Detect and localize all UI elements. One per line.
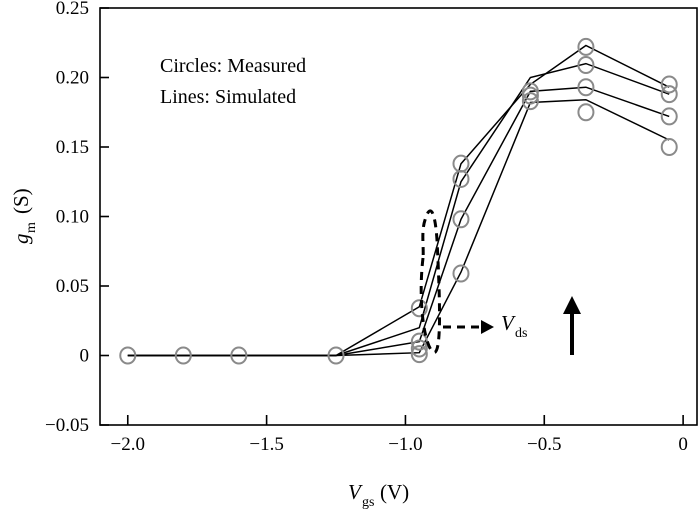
measured-point: [410, 332, 428, 351]
measured-point: [119, 346, 137, 365]
measured-point: [452, 264, 470, 283]
measured-point: [452, 169, 470, 188]
vds-dashed-arrow-head: [481, 320, 494, 334]
plot-marks: [119, 37, 678, 365]
vds-up-arrow-head: [563, 296, 581, 314]
y-tick-label: 0.15: [56, 137, 89, 158]
legend: Circles: Measured Lines: Simulated: [160, 55, 306, 108]
x-axis-title-sub: gs: [362, 495, 374, 510]
y-tick-label: 0.05: [56, 276, 89, 297]
measured-point: [660, 107, 678, 126]
measured-point: [410, 339, 428, 358]
legend-simulated: Lines: Simulated: [160, 86, 296, 108]
measured-point: [577, 55, 595, 74]
measured-point: [452, 210, 470, 229]
y-axis-title-main: g: [9, 234, 33, 245]
measured-point: [230, 346, 248, 365]
vds-dashed-ellipse: [419, 209, 442, 354]
y-axis-title: g m (S): [9, 188, 39, 244]
x-tick-label: −2.0: [111, 434, 145, 455]
measured-point: [410, 345, 428, 364]
y-tick-label: 0.25: [56, 0, 89, 19]
measured-point: [327, 346, 345, 365]
measured-point: [577, 78, 595, 97]
vds-label: V: [501, 311, 516, 335]
x-tick-label: −1.5: [249, 434, 283, 455]
measured-point: [410, 299, 428, 318]
measured-point: [174, 346, 192, 365]
y-tick-label: 0.20: [56, 68, 89, 89]
measured-point: [660, 75, 678, 94]
x-tick-label: −0.5: [527, 434, 561, 455]
x-tick-label: 0: [678, 434, 688, 455]
x-tick-label: −1.0: [388, 434, 422, 455]
measured-point: [660, 85, 678, 104]
y-tick-label: 0.10: [56, 207, 89, 228]
x-axis-title: V gs (V): [348, 480, 409, 510]
measured-point: [577, 103, 595, 122]
simulated-line-4: [127, 98, 670, 357]
measured-point: [521, 92, 539, 111]
y-axis-title-unit: (S): [9, 188, 33, 214]
legend-measured: Circles: Measured: [160, 55, 306, 77]
simulated-line-3: [127, 86, 670, 357]
x-axis-title-main: V: [348, 480, 363, 504]
measured-point: [660, 138, 678, 156]
y-tick-label: −0.05: [45, 415, 89, 436]
y-tick-label: 0: [80, 346, 90, 367]
y-axis-title-sub: m: [24, 222, 39, 233]
axes: −0.05 0 0.05 0.10 0.15 0.20 0.25 −2.0 −1.5 −1.0 −0…: [45, 0, 698, 455]
measured-point: [521, 86, 539, 105]
x-axis-title-unit: (V): [380, 480, 409, 504]
vds-annotation: V ds: [419, 209, 581, 355]
measured-point: [577, 37, 595, 56]
vds-label-sub: ds: [515, 326, 527, 341]
